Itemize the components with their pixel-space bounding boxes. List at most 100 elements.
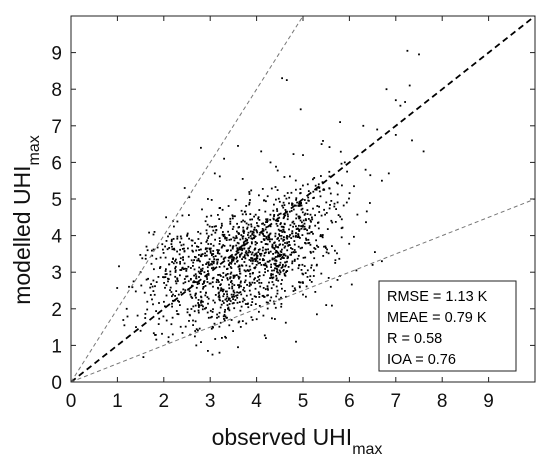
scatter-point bbox=[284, 254, 287, 257]
scatter-point bbox=[205, 229, 208, 232]
scatter-point bbox=[339, 215, 342, 218]
scatter-point bbox=[270, 266, 272, 268]
scatter-point bbox=[268, 281, 270, 284]
scatter-point bbox=[247, 302, 249, 305]
scatter-point bbox=[230, 281, 232, 283]
scatter-point bbox=[275, 277, 278, 280]
scatter-point bbox=[258, 233, 261, 236]
scatter-point bbox=[214, 255, 217, 257]
scatter-point bbox=[214, 238, 216, 241]
scatter-point bbox=[177, 313, 180, 316]
scatter-point bbox=[268, 259, 271, 262]
scatter-point bbox=[223, 293, 225, 295]
scatter-point bbox=[320, 214, 323, 217]
scatter-point bbox=[224, 315, 227, 318]
scatter-point bbox=[221, 288, 224, 291]
scatter-point bbox=[271, 317, 273, 320]
x-tick-label: 8 bbox=[437, 391, 448, 412]
scatter-point bbox=[254, 303, 257, 305]
scatter-point bbox=[171, 333, 174, 336]
scatter-point bbox=[241, 249, 244, 252]
scatter-point bbox=[237, 251, 240, 254]
scatter-point bbox=[219, 275, 222, 277]
scatter-point bbox=[207, 235, 210, 238]
scatter-point bbox=[265, 266, 268, 268]
scatter-point bbox=[262, 246, 264, 249]
scatter-point bbox=[309, 213, 312, 216]
scatter-point bbox=[340, 218, 343, 221]
scatter-point bbox=[209, 316, 212, 319]
scatter-point bbox=[266, 294, 268, 297]
y-tick-label: 3 bbox=[51, 263, 62, 284]
scatter-point bbox=[256, 242, 258, 244]
scatter-point bbox=[242, 241, 245, 244]
scatter-point bbox=[173, 247, 175, 250]
scatter-point bbox=[193, 268, 196, 271]
scatter-point bbox=[154, 285, 156, 288]
scatter-point bbox=[198, 327, 201, 330]
scatter-point bbox=[228, 283, 230, 286]
scatter-point bbox=[302, 184, 304, 187]
scatter-point bbox=[213, 172, 216, 175]
scatter-point bbox=[263, 239, 266, 241]
scatter-point bbox=[265, 221, 267, 223]
scatter-point bbox=[197, 257, 200, 260]
scatter-point bbox=[256, 255, 259, 258]
x-tick-label: 3 bbox=[205, 391, 216, 412]
scatter-point bbox=[257, 276, 259, 278]
scatter-point bbox=[170, 243, 173, 245]
scatter-point bbox=[182, 243, 185, 246]
scatter-point bbox=[323, 208, 325, 211]
scatter-point bbox=[269, 225, 272, 228]
scatter-point bbox=[284, 209, 287, 211]
scatter-point bbox=[324, 213, 326, 216]
scatter-point bbox=[303, 214, 306, 216]
scatter-point bbox=[302, 224, 304, 227]
scatter-point bbox=[257, 217, 259, 220]
scatter-point bbox=[313, 196, 315, 199]
scatter-point bbox=[231, 228, 234, 230]
scatter-point bbox=[265, 301, 268, 304]
scatter-point bbox=[182, 259, 184, 261]
scatter-point bbox=[229, 266, 232, 268]
scatter-point bbox=[212, 266, 215, 269]
scatter-point bbox=[190, 308, 193, 310]
scatter-point bbox=[301, 207, 304, 210]
scatter-point bbox=[188, 313, 191, 316]
scatter-point bbox=[146, 249, 149, 252]
scatter-point bbox=[277, 254, 279, 257]
scatter-point bbox=[235, 235, 238, 237]
scatter-point bbox=[204, 220, 207, 223]
scatter-point bbox=[304, 228, 307, 230]
scatter-point bbox=[231, 282, 234, 285]
scatter-point bbox=[295, 197, 298, 200]
scatter-point bbox=[251, 242, 253, 245]
scatter-point bbox=[177, 299, 179, 302]
scatter-point bbox=[281, 248, 283, 251]
scatter-point bbox=[236, 301, 239, 304]
scatter-point bbox=[236, 291, 238, 294]
scatter-point bbox=[164, 286, 166, 289]
scatter-point bbox=[291, 268, 294, 271]
scatter-point bbox=[270, 296, 273, 299]
scatter-point bbox=[256, 257, 259, 260]
scatter-point bbox=[266, 220, 269, 222]
x-axis-label: observed UHImax bbox=[212, 424, 383, 458]
scatter-point bbox=[317, 183, 320, 186]
scatter-point bbox=[211, 315, 213, 318]
scatter-point bbox=[221, 208, 224, 211]
scatter-point bbox=[205, 254, 208, 257]
scatter-point bbox=[170, 240, 173, 243]
scatter-point bbox=[301, 221, 303, 224]
scatter-point bbox=[245, 240, 247, 242]
scatter-point bbox=[250, 225, 253, 228]
scatter-point bbox=[291, 203, 294, 205]
scatter-point bbox=[281, 255, 284, 258]
scatter-point bbox=[291, 230, 294, 233]
scatter-point bbox=[201, 308, 204, 311]
scatter-point bbox=[196, 259, 198, 262]
scatter-point bbox=[293, 249, 296, 251]
scatter-point bbox=[195, 286, 198, 289]
scatter-point bbox=[192, 281, 195, 284]
scatter-point bbox=[174, 280, 177, 283]
